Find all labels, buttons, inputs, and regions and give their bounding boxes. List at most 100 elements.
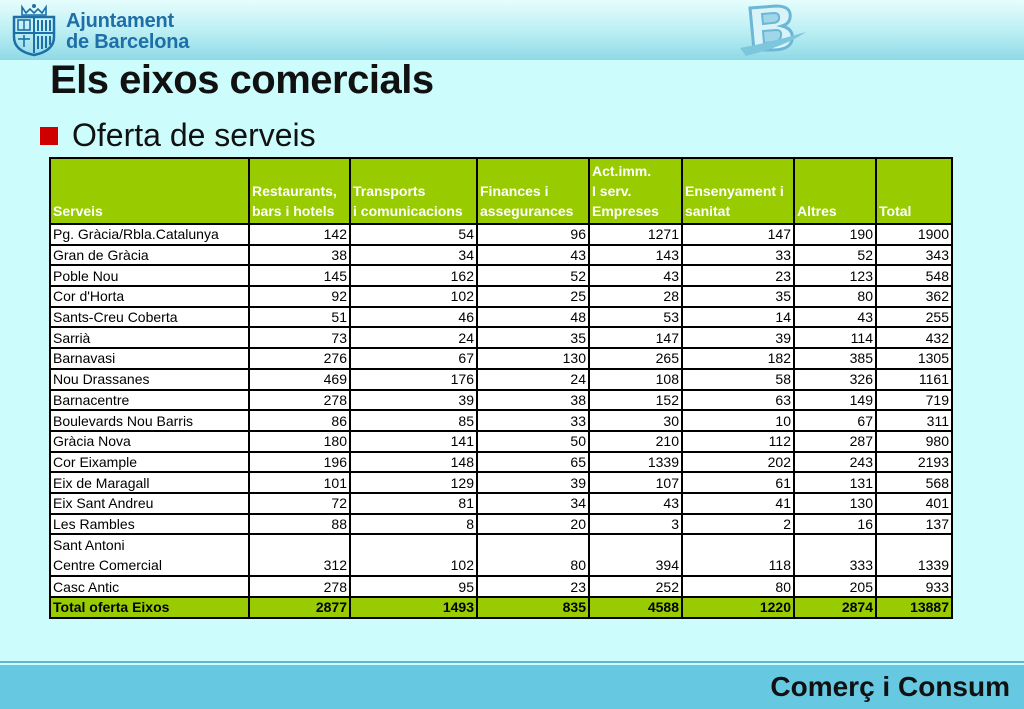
column-header-line: Act.imm. [592,163,652,179]
value-cell: 1271 [588,223,683,246]
table-total-row: Total oferta Eixos 2877 1493 835 4588 1220 287… [49,596,953,619]
value-cell: 469 [248,367,351,391]
value-cell: 43 [588,491,683,515]
column-header-line: i comunicacions [353,203,463,219]
value-cell: 33 [681,243,795,267]
column-header: Act.imm. I serv. Empreses [588,157,683,225]
value-cell: 4588 [588,596,683,619]
row-label-cell: Eix de Maragall [49,471,250,494]
value-cell: 255 [875,305,953,329]
table-row: Barnacentre 278 39 38 152 63 149 719 [49,388,953,412]
table-row: Gràcia Nova 180 141 50 210 112 287 980 [49,429,953,453]
value-cell: 34 [476,491,590,515]
value-cell: 67 [793,409,877,432]
services-table: Serveis Restaurants, bars i hotels Transpor… [49,157,953,619]
value-cell: 980 [875,429,953,453]
table-row: Poble Nou 145 162 52 43 23 123 548 [49,264,953,288]
value-cell: 149 [793,388,877,412]
value-cell: 1339 [875,533,953,578]
table-row: Barnavasi 276 67 130 265 182 385 1305 [49,347,953,370]
footer-divider [0,661,1024,663]
row-label-cell: Les Rambles [49,512,250,536]
value-cell: 25 [476,285,590,308]
value-cell: 23 [681,264,795,288]
value-cell: 65 [476,450,590,474]
table-row: Nou Drassanes 469 176 24 108 58 326 1161 [49,367,953,391]
row-label-cell: Sarrià [49,326,250,350]
value-cell: 287 [793,429,877,453]
value-cell: 131 [793,471,877,494]
value-cell: 3 [588,512,683,536]
value-cell: 13887 [875,596,953,619]
table-row: Les Rambles 88 8 20 3 2 16 137 [49,512,953,536]
bullet-square-icon [40,127,58,145]
row-label-cell: Gran de Gràcia [49,243,250,267]
value-cell: 333 [793,533,877,578]
footer-title: Comerç i Consum [770,671,1010,702]
row-label-cell: Casc Antic [49,575,250,598]
value-cell: 33 [476,409,590,432]
value-cell: 80 [793,285,877,308]
table-row: Sants-Creu Coberta 51 46 48 53 14 43 255 [49,305,953,329]
value-cell: 52 [793,243,877,267]
column-header-line: I serv. [592,183,632,199]
value-cell: 80 [681,575,795,598]
value-cell: 92 [248,285,351,308]
value-cell: 8 [349,512,478,536]
value-cell: 14 [681,305,795,329]
value-cell: 1220 [681,596,795,619]
value-cell: 35 [681,285,795,308]
column-header-line: Empreses [592,203,659,219]
value-cell: 72 [248,491,351,515]
column-header-line: Altres [797,203,837,219]
table-row: Gran de Gràcia 38 34 43 143 33 52 343 [49,243,953,267]
row-label-cell: Sant Antoni Centre Comercial [49,533,250,578]
value-cell: 176 [349,367,478,391]
row-label-line: Sant Antoni [53,537,125,554]
value-cell: 23 [476,575,590,598]
value-cell: 394 [588,533,683,578]
value-cell: 145 [248,264,351,288]
table-row: Cor d'Horta 92 102 25 28 35 80 362 [49,285,953,308]
table-row: Sarrià 73 24 35 147 39 114 432 [49,326,953,350]
column-header: Ensenyament i sanitat [681,157,795,225]
value-cell: 54 [349,223,478,246]
value-cell: 16 [793,512,877,536]
value-cell: 35 [476,326,590,350]
value-cell: 39 [349,388,478,412]
value-cell: 102 [349,285,478,308]
value-cell: 147 [681,223,795,246]
value-cell: 41 [681,491,795,515]
row-label-cell: Barnavasi [49,347,250,370]
row-label-cell: Nou Drassanes [49,367,250,391]
value-cell: 30 [588,409,683,432]
value-cell: 835 [476,596,590,619]
value-cell: 46 [349,305,478,329]
value-cell: 48 [476,305,590,329]
table-row: Cor Eixample 196 148 65 1339 202 243 2193 [49,450,953,474]
column-header-line: Serveis [53,203,103,219]
value-cell: 311 [875,409,953,432]
row-label-cell: Gràcia Nova [49,429,250,453]
value-cell: 101 [248,471,351,494]
value-cell: 432 [875,326,953,350]
value-cell: 143 [588,243,683,267]
value-cell: 548 [875,264,953,288]
value-cell: 38 [476,388,590,412]
value-cell: 130 [793,491,877,515]
column-header: Total [875,157,953,225]
row-label-line: Centre Comercial [53,557,162,574]
row-label-cell: Cor d'Horta [49,285,250,308]
table-row: Pg. Gràcia/Rbla.Catalunya 142 54 96 1271 147 1… [49,223,953,246]
value-cell: 2 [681,512,795,536]
value-cell: 63 [681,388,795,412]
value-cell: 2874 [793,596,877,619]
logo-text: Ajuntament de Barcelona [66,11,189,53]
value-cell: 102 [349,533,478,578]
b-brand-icon [740,4,806,56]
value-cell: 67 [349,347,478,370]
value-cell: 265 [588,347,683,370]
table-row: Sant Antoni Centre Comercial 312 102 80 394 11… [49,533,953,578]
footer-bar [0,665,1024,709]
row-label-cell: Poble Nou [49,264,250,288]
